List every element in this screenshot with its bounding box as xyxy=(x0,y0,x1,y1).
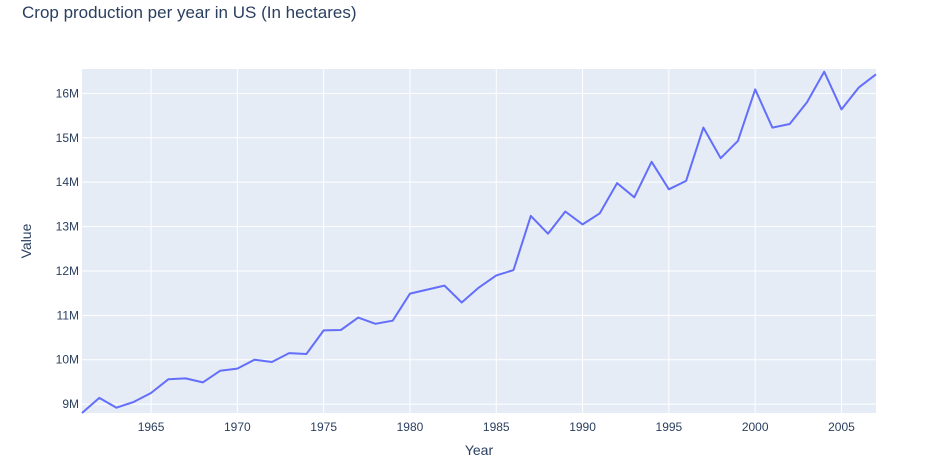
y-tick-label: 11M xyxy=(57,308,79,322)
x-tick-label: 1980 xyxy=(397,420,424,434)
x-tick-label: 1970 xyxy=(224,420,251,434)
y-tick-label: 14M xyxy=(56,175,79,189)
x-tick-label: 1985 xyxy=(483,420,510,434)
tick-labels: 1965 1970 1975 1980 1985 1990 1995 2000 2005 9M 10… xyxy=(56,86,855,434)
y-tick-label: 13M xyxy=(56,220,79,234)
plot-area xyxy=(82,69,876,413)
series-line xyxy=(81,70,877,414)
x-tick-label: 1995 xyxy=(656,420,683,434)
grid-lines xyxy=(82,69,876,413)
y-tick-label: 16M xyxy=(56,86,79,100)
x-tick-label: 2000 xyxy=(742,420,769,434)
y-tick-label: 9M xyxy=(62,397,79,411)
x-tick-label: 2005 xyxy=(828,420,855,434)
y-tick-label: 12M xyxy=(56,264,79,278)
x-tick-label: 1975 xyxy=(310,420,337,434)
x-tick-label: 1965 xyxy=(138,420,165,434)
x-axis-title: Year xyxy=(465,442,494,458)
y-tick-label: 10M xyxy=(56,353,79,367)
y-tick-label: 15M xyxy=(56,131,79,145)
y-axis-title: Value xyxy=(18,223,34,258)
chart-title: Crop production per year in US (In hecta… xyxy=(22,3,357,22)
x-tick-label: 1990 xyxy=(569,420,596,434)
